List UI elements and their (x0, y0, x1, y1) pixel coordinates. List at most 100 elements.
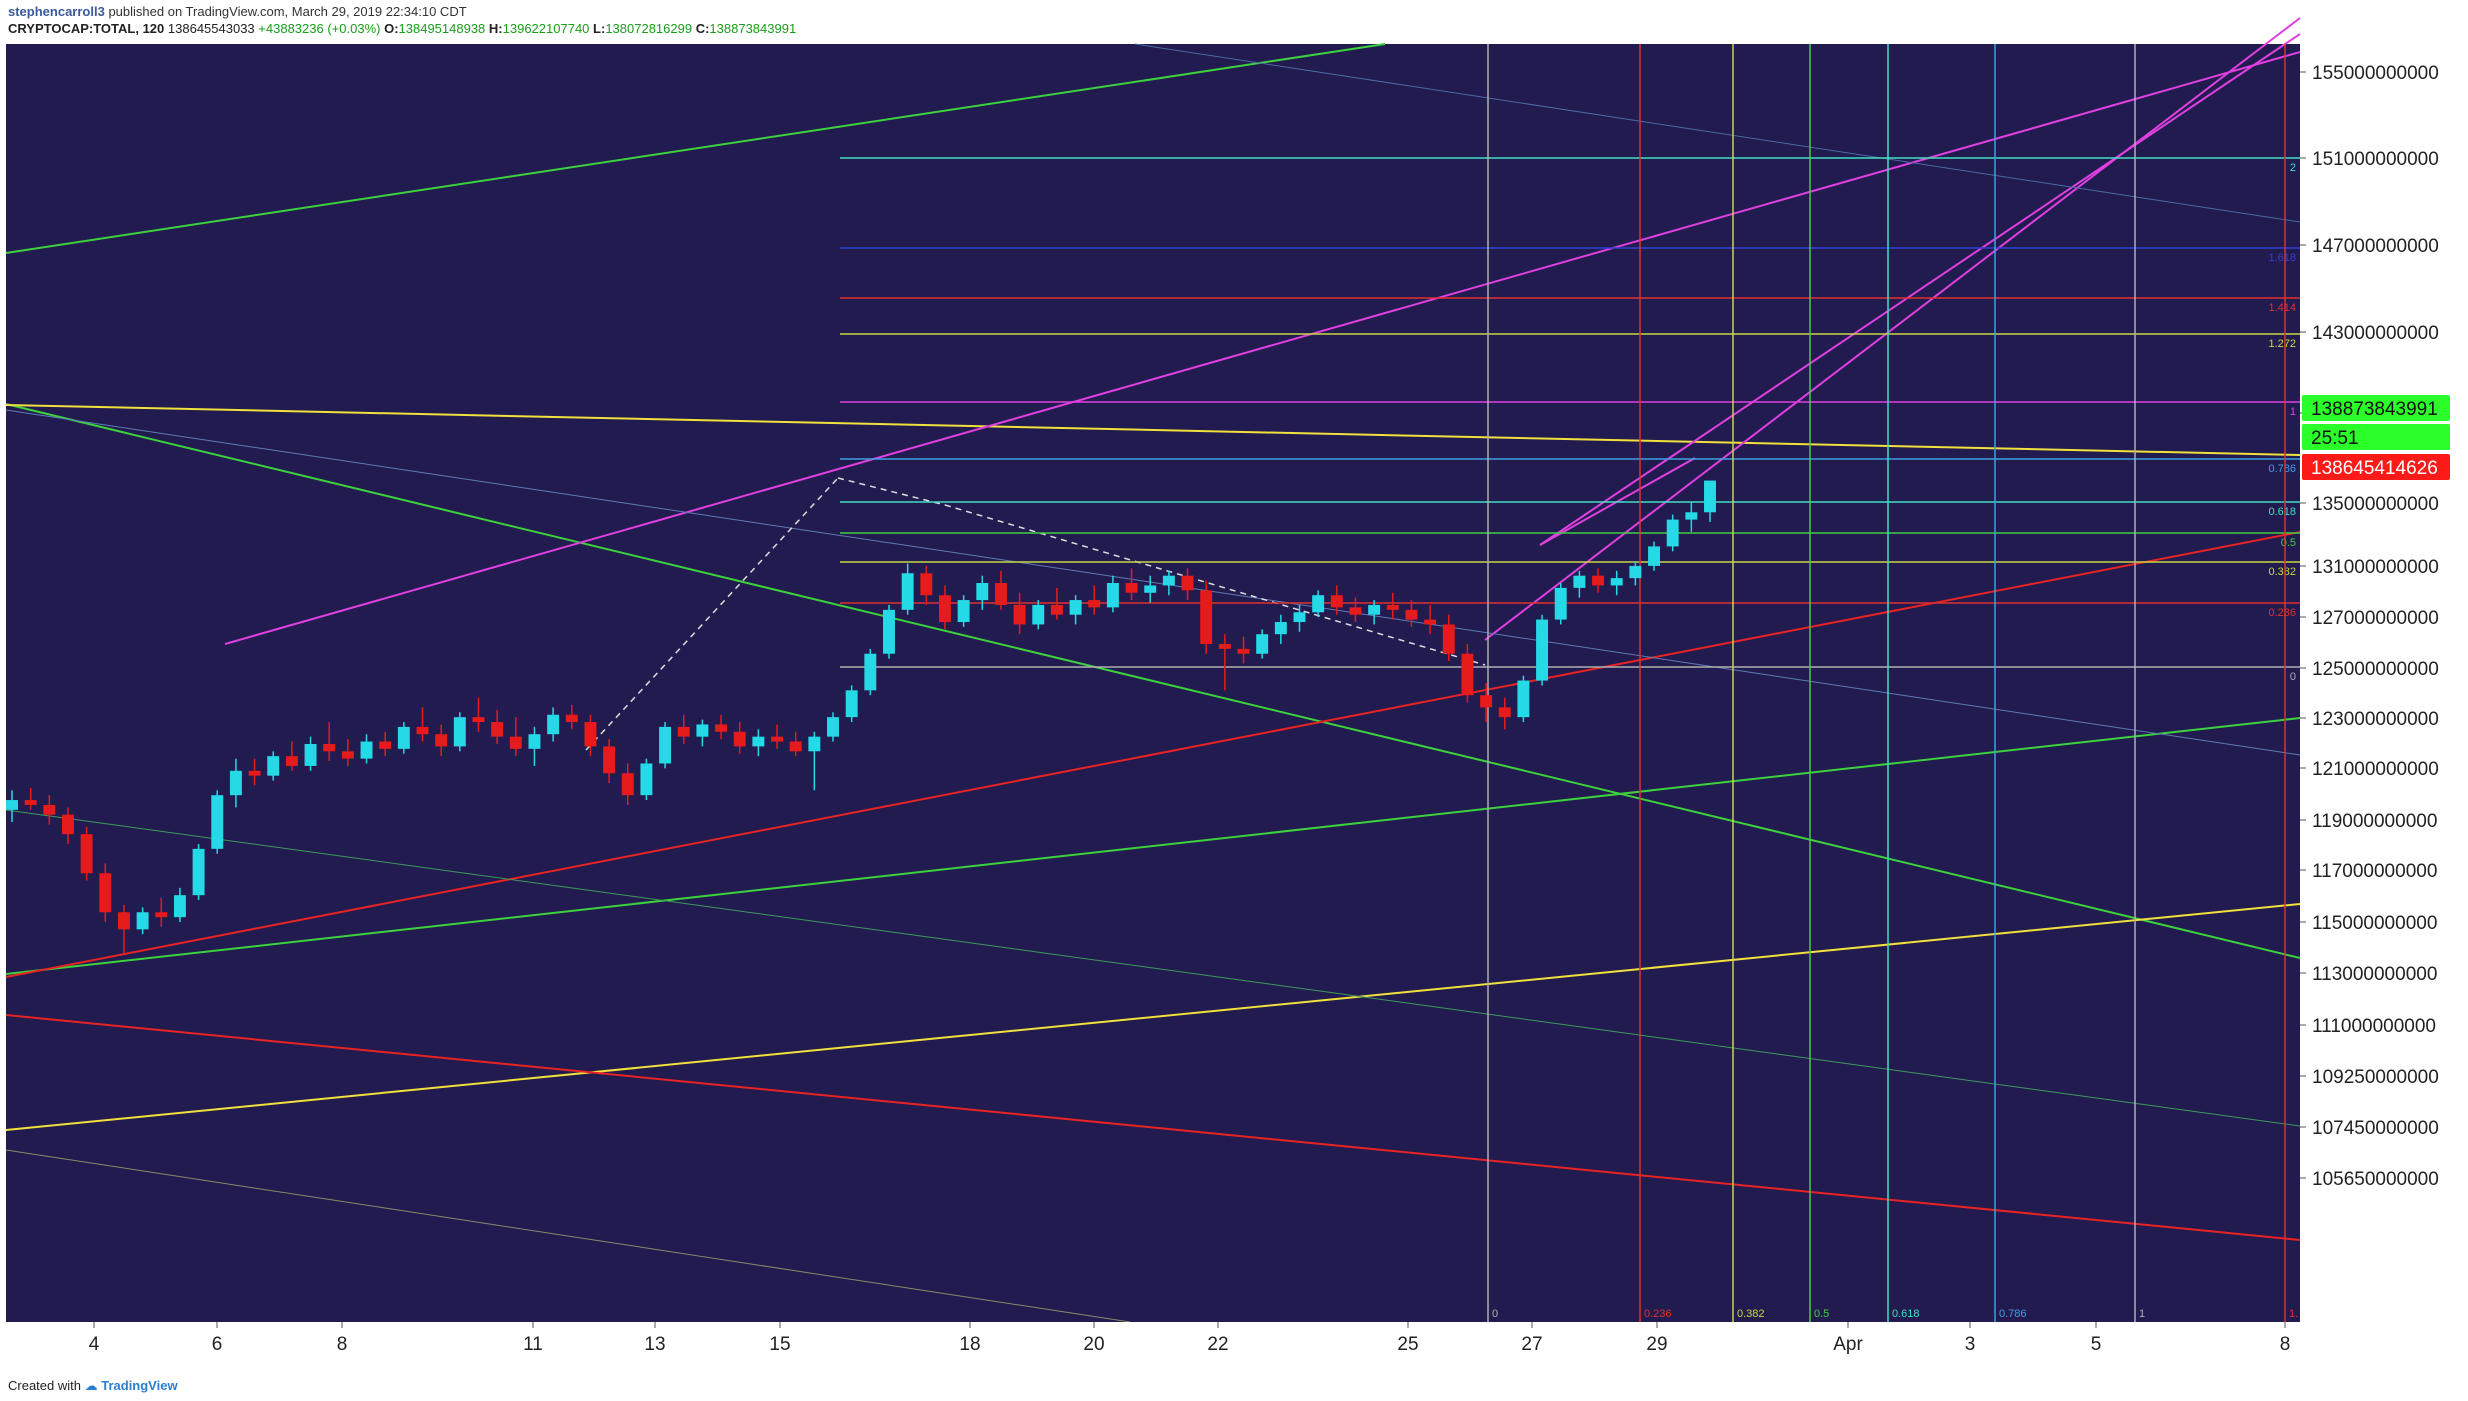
candle-body (136, 912, 149, 930)
time-tick-label: 27 (1521, 1334, 1542, 1355)
candle-body (621, 773, 634, 796)
candle-body (1424, 619, 1437, 625)
price-tick-label: 135000000000 (2312, 494, 2439, 515)
candle-body (752, 736, 765, 747)
candle-body (1069, 600, 1082, 615)
author-link[interactable]: stephencarroll3 (8, 4, 105, 19)
candle-body (771, 736, 784, 742)
price-axis-background (2300, 44, 2468, 1322)
last-price: 138645543033 (167, 21, 255, 36)
fib-level-label: 1.272 (2268, 338, 2296, 350)
candle-body (864, 653, 877, 691)
time-tick-label: 20 (1083, 1334, 1104, 1355)
tradingview-logo[interactable]: TradingView (101, 1378, 178, 1393)
trend-line-0 (5, 43, 1386, 254)
open-value: 138495148938 (398, 21, 486, 36)
close-value: 138873843991 (709, 21, 797, 36)
candle-body (341, 751, 354, 759)
candle-body (1442, 624, 1455, 654)
candle-body (1685, 512, 1698, 520)
time-tick-label: 4 (89, 1334, 100, 1355)
candle-body (80, 834, 93, 874)
candle-body (1629, 565, 1642, 579)
candle-body (435, 734, 448, 747)
candle-body (267, 756, 280, 776)
candle-body (640, 763, 653, 796)
fib-time-label: 0.5 (1814, 1308, 1829, 1320)
trend-line-9 (1539, 33, 2301, 546)
trend-line-11 (5, 809, 2301, 1127)
drawing-tools-layer (5, 17, 2301, 1323)
candle-body (528, 734, 541, 749)
price-axis[interactable]: 155000000000 151000000000 147000000000 1430… (2300, 44, 2468, 1322)
price-tick-label: 105650000000 (2312, 1169, 2439, 1190)
candle-body (920, 573, 933, 596)
fib-level-label: 0.786 (2268, 463, 2296, 475)
candle-body (1498, 707, 1511, 718)
price-tick-label: 115000000000 (2312, 913, 2437, 934)
candle-body (416, 726, 429, 735)
candle-body (1162, 575, 1175, 586)
fib-time-label: 0.236 (1644, 1308, 1672, 1320)
time-axis-background (0, 1322, 2468, 1372)
candle-body (1256, 634, 1269, 654)
publish-date: published on TradingView.com, March 29, … (108, 4, 467, 19)
created-with: Created with ☁ TradingView (8, 1378, 178, 1394)
fib-level-label: 0.5 (2281, 537, 2296, 549)
candle-body (379, 741, 392, 749)
fib-level-label: 1 (2290, 406, 2296, 418)
candle-body (957, 600, 970, 623)
candle-body (677, 726, 690, 737)
candle-body (1106, 583, 1119, 608)
candle-body (1517, 680, 1530, 718)
chart-header: stephencarroll3 published on TradingView… (0, 0, 2468, 42)
candle-body (1125, 583, 1138, 593)
trend-line-1 (5, 403, 2301, 959)
candle-body (62, 814, 74, 835)
candle-body (1610, 578, 1623, 586)
time-tick-label: 22 (1207, 1334, 1228, 1355)
candle-body (1386, 604, 1399, 610)
price-tags: 138873843991 25:51 138645414626 (2302, 395, 2450, 480)
chart-footer: Created with ☁ TradingView (0, 1372, 2468, 1401)
fib-level-label: 0 (2290, 671, 2296, 683)
candle-body (323, 743, 336, 752)
time-tick-label: 6 (212, 1334, 223, 1355)
candle-body (360, 741, 373, 759)
price-tick-label: 127000000000 (2312, 608, 2439, 629)
fib-time-label: 1 (2139, 1308, 2145, 1320)
low-label: L: (593, 21, 606, 36)
candle-body (304, 743, 317, 766)
candle-body (547, 714, 560, 735)
trend-line-14 (585, 477, 839, 751)
time-tick-label: 8 (337, 1334, 348, 1355)
trend-line-2 (5, 717, 2301, 975)
candle-body (453, 717, 466, 747)
fib-level-label: 1.414 (2268, 302, 2296, 314)
candle-body (155, 912, 168, 918)
candle-body (994, 583, 1007, 605)
candle-body (789, 741, 802, 752)
time-tick-label: 11 (523, 1334, 543, 1355)
ohlc-line: CRYPTOCAP:TOTAL, 120 138645543033 +43883… (8, 21, 796, 36)
time-axis[interactable]: 4 6 8 11 13 15 18 20 22 25 27 29 Apr 3 5 8 (0, 1322, 2468, 1372)
time-tick-label: Apr (1833, 1334, 1863, 1355)
candle-body (659, 726, 672, 764)
price-tick-label: 113000000000 (2312, 964, 2437, 985)
price-tag-label: 138645414626 (2311, 458, 2438, 479)
fib-level-label: 0.618 (2268, 506, 2296, 518)
candle-body (1648, 546, 1660, 566)
candle-body (1013, 604, 1026, 625)
price-tag-label: 25:51 (2311, 428, 2359, 449)
publish-info: stephencarroll3 published on TradingView… (8, 4, 467, 19)
candle-body (1237, 648, 1250, 654)
candle-body (1592, 575, 1605, 586)
open-label: O: (384, 21, 399, 36)
candle-body (696, 724, 709, 737)
trend-line-13 (1134, 43, 2301, 223)
fib-level-label: 2 (2290, 162, 2296, 174)
fib-time-label: 0 (1492, 1308, 1498, 1320)
price-tick-label: 111000000000 (2312, 1016, 2436, 1037)
candle-body (603, 746, 616, 774)
